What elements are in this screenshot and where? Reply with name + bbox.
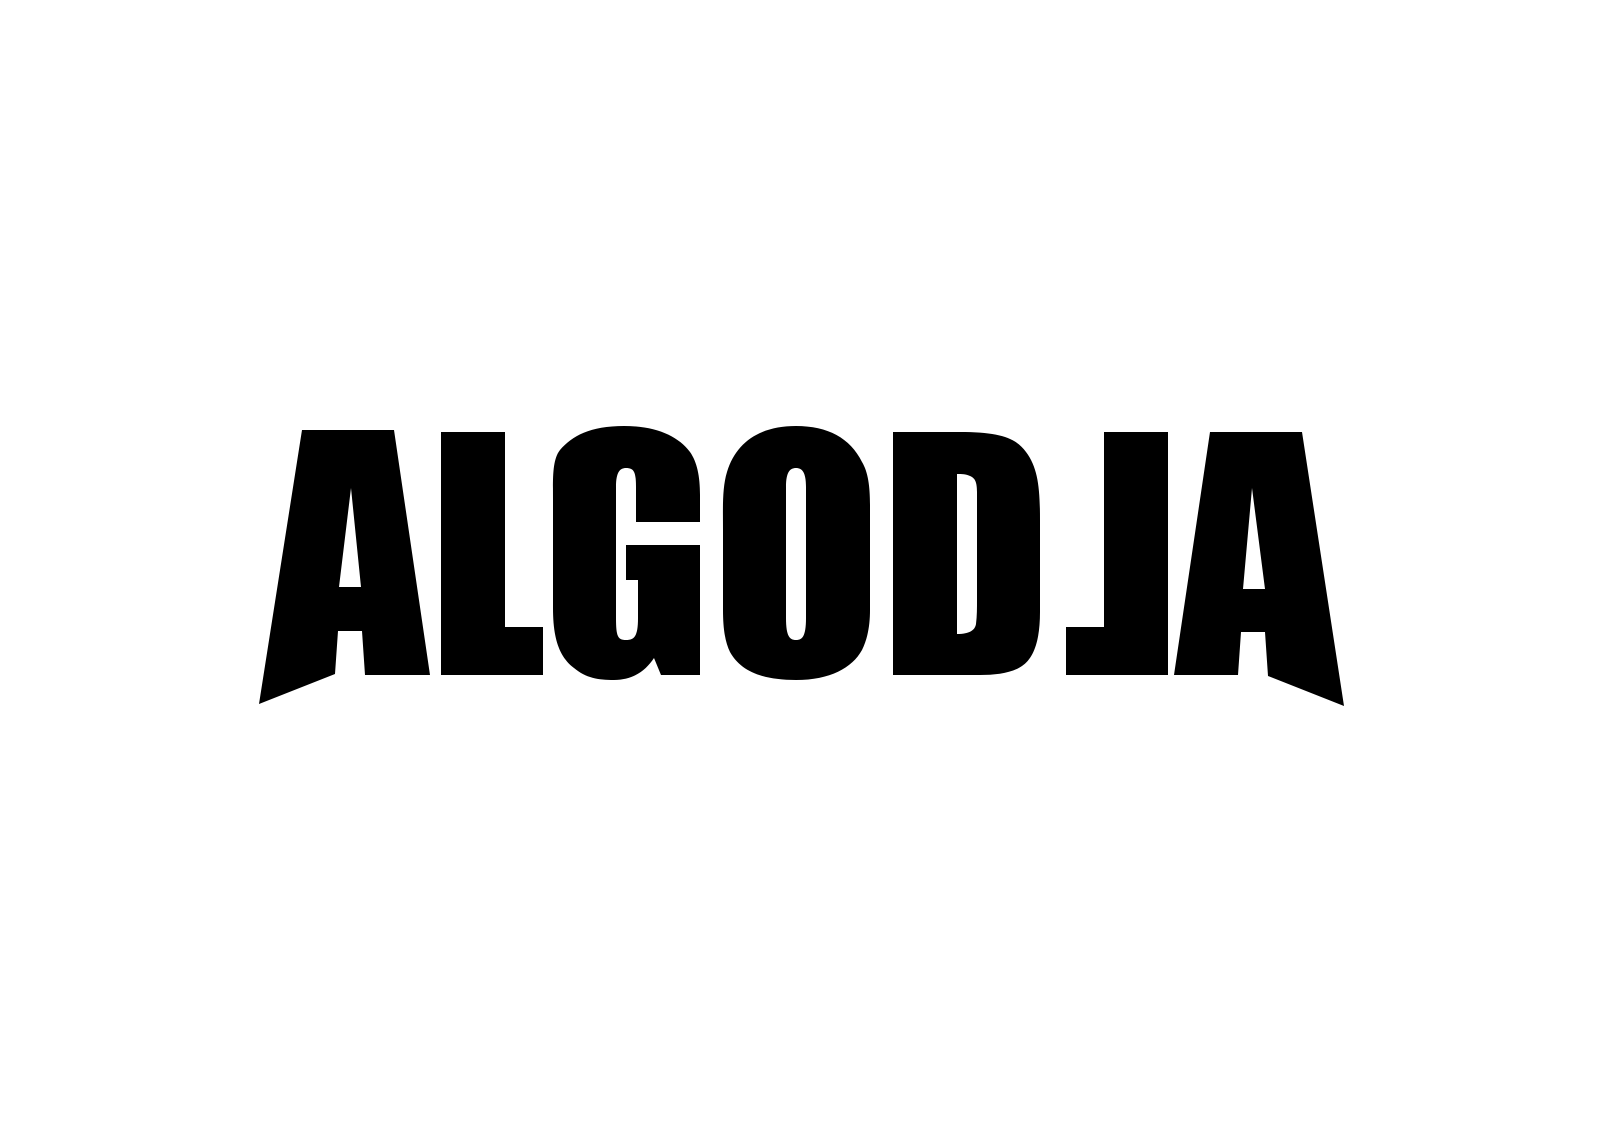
letter-a-right [1174, 432, 1344, 706]
letter-d [893, 432, 1040, 675]
letter-g [552, 426, 700, 680]
letter-j-mirrored [1066, 432, 1168, 675]
letter-l [441, 432, 543, 675]
letter-o [722, 426, 870, 680]
letter-a-left [259, 430, 430, 704]
